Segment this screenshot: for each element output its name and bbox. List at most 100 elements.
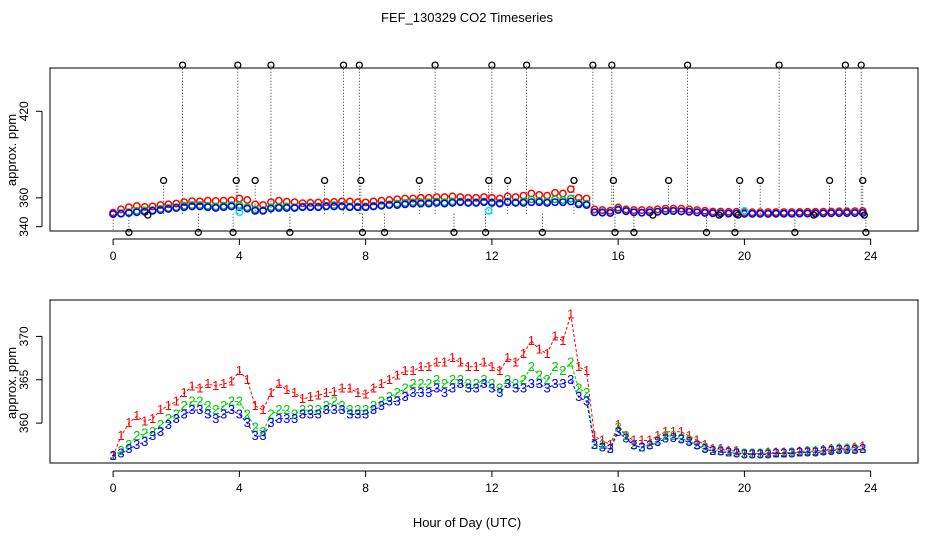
top-series-3-point xyxy=(188,202,196,211)
series-1-point: 1 xyxy=(528,333,535,348)
outlier-point xyxy=(380,228,389,237)
top-x-tick-label: 8 xyxy=(362,249,369,263)
series-3-point: 3 xyxy=(173,411,180,426)
outlier-point xyxy=(630,228,638,237)
series-2-point: 2 xyxy=(299,402,306,417)
top-series-3-point xyxy=(606,209,615,217)
series-2-point: 2 xyxy=(693,437,700,452)
series-2-point: 2 xyxy=(725,445,732,460)
outlier-point xyxy=(857,61,865,69)
outlier-point xyxy=(608,61,616,69)
series-3-point: 3 xyxy=(654,434,661,449)
series-2-point: 2 xyxy=(149,424,156,439)
top-series-1-point xyxy=(306,198,315,207)
series-3-point: 3 xyxy=(828,443,835,458)
top-series-3-point xyxy=(724,209,733,218)
series-1-point: 1 xyxy=(843,440,850,455)
top-series-1-point xyxy=(156,201,165,209)
series-3-point: 3 xyxy=(110,448,117,463)
bottom-x-tick-label: 4 xyxy=(236,481,243,495)
series-1-point: 1 xyxy=(757,445,764,460)
series-1-point: 1 xyxy=(346,380,353,395)
series-3-point: 3 xyxy=(686,434,693,449)
series-3-point: 3 xyxy=(559,376,566,391)
series-2-point: 2 xyxy=(472,376,479,391)
series-2-point: 2 xyxy=(370,398,377,413)
top-series-3-point xyxy=(345,203,354,212)
series-3-point: 3 xyxy=(536,376,543,391)
series-1-point: 1 xyxy=(804,443,811,458)
series-2-point: 2 xyxy=(212,402,219,417)
series-1-point: 1 xyxy=(259,402,266,417)
series-2-point: 2 xyxy=(583,385,590,400)
top-series-3-point xyxy=(637,208,646,217)
series-1-point: 1 xyxy=(173,393,180,408)
top-series-3-point xyxy=(669,207,678,216)
top-series-1-point xyxy=(164,200,173,209)
series-3-point: 3 xyxy=(267,415,274,430)
outlier-point xyxy=(481,228,490,237)
series-2-point: 2 xyxy=(346,402,353,417)
top-series-3-point xyxy=(164,204,173,213)
series-3-point: 3 xyxy=(409,385,416,400)
series-1-point: 1 xyxy=(181,385,188,400)
top-series-3-point xyxy=(779,209,788,218)
bottom-y-axis-label: approx. ppm xyxy=(4,347,19,419)
series-3-point: 3 xyxy=(741,446,748,461)
series-1-point: 1 xyxy=(575,359,582,374)
top-series-3-point xyxy=(338,202,346,211)
bottom-x-tick-label: 20 xyxy=(738,481,752,495)
top-y-tick-label: 360 xyxy=(17,187,31,207)
series-3-point: 3 xyxy=(528,376,535,391)
series-3-point: 3 xyxy=(362,406,369,421)
top-series-2-point xyxy=(551,195,559,204)
outlier-point xyxy=(450,228,458,237)
series-2-point: 2 xyxy=(480,372,487,387)
series-3-point: 3 xyxy=(338,402,345,417)
top-series-points xyxy=(109,185,867,219)
top-series-1-point xyxy=(188,197,196,206)
top-series-3-point xyxy=(203,203,212,212)
top-series-1-point xyxy=(480,193,488,202)
series-3-point: 3 xyxy=(425,385,432,400)
series-1-point: 1 xyxy=(733,443,740,458)
series-3-point: 3 xyxy=(244,415,251,430)
series-3-point: 3 xyxy=(583,393,590,408)
series-2-point: 2 xyxy=(772,445,779,460)
series-2-point: 2 xyxy=(859,441,866,456)
series-1-point: 1 xyxy=(630,432,637,447)
series-2-point: 2 xyxy=(125,437,132,452)
series-2-point: 2 xyxy=(757,445,764,460)
top-series-3-point xyxy=(693,208,702,217)
series-3-point: 3 xyxy=(670,430,677,445)
top-series-1-point xyxy=(409,194,417,203)
outlier-point xyxy=(664,176,673,185)
top-series-3-point xyxy=(732,209,741,218)
series-2-point: 2 xyxy=(457,372,464,387)
series-2-point: 2 xyxy=(788,445,795,460)
series-1-point: 1 xyxy=(780,445,787,460)
top-series-3-point xyxy=(464,198,473,207)
series-2-point: 2 xyxy=(496,380,503,395)
series-2-point: 2 xyxy=(275,402,282,417)
series-1-point: 1 xyxy=(425,359,432,374)
series-1-point: 1 xyxy=(149,411,156,426)
series-3-point: 3 xyxy=(780,445,787,460)
top-series-3-point xyxy=(850,209,859,218)
outlier-point xyxy=(286,228,294,237)
series-3-point: 3 xyxy=(859,441,866,456)
series-3-point: 3 xyxy=(220,406,227,421)
series-3-point: 3 xyxy=(259,428,266,443)
top-series-3-point xyxy=(700,209,709,217)
series-1-point: 1 xyxy=(741,445,748,460)
series-2-point: 2 xyxy=(654,432,661,447)
outlier-point xyxy=(702,228,711,237)
series-3-point: 3 xyxy=(417,385,424,400)
series-1-point: 1 xyxy=(212,378,219,393)
series-1-point: 1 xyxy=(386,372,393,387)
top-series-3-point xyxy=(677,207,686,216)
top-series-1-point xyxy=(551,188,559,197)
series-3-point: 3 xyxy=(567,372,574,387)
series-1-point: 1 xyxy=(670,424,677,439)
series-3-point: 3 xyxy=(575,389,582,404)
